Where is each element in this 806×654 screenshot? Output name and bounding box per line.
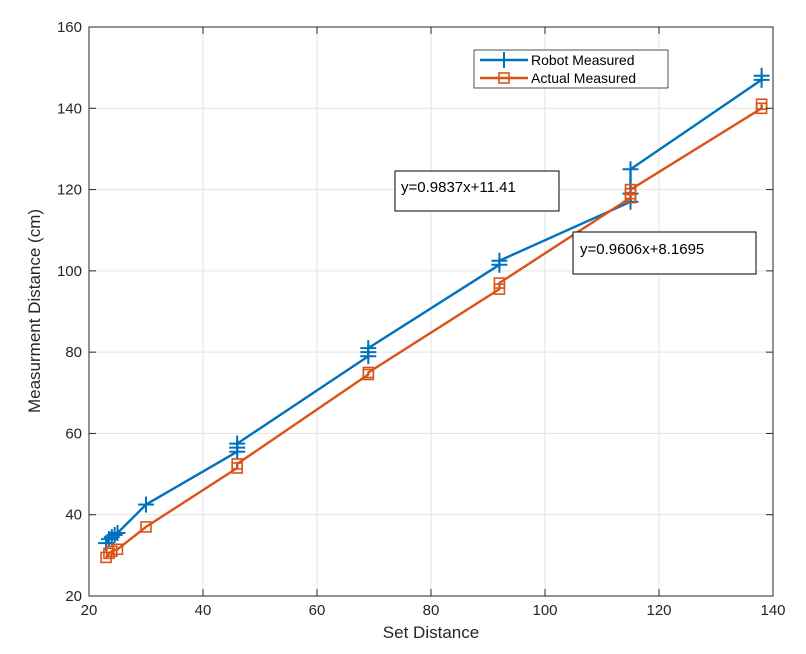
y-tick-label: 60 (65, 425, 82, 442)
legend-swatch-marker (498, 72, 510, 84)
y-tick-label: 100 (57, 263, 82, 280)
data-point (109, 525, 126, 542)
series-2 (100, 98, 768, 564)
data-point (231, 458, 243, 470)
legend-label: Actual Measured (531, 70, 636, 86)
data-point (622, 161, 639, 178)
data-point (138, 496, 154, 513)
y-tick-label: 160 (57, 19, 82, 36)
data-point (624, 183, 637, 196)
data-point (229, 435, 246, 452)
x-tick-label: 20 (81, 602, 98, 619)
data-point (493, 277, 506, 289)
legend-entry: Actual Measured (480, 70, 636, 86)
legend: Robot Measured Actual Measured (473, 49, 669, 89)
y-tick-label: 140 (57, 100, 82, 117)
x-tick-label: 80 (423, 602, 440, 619)
legend-label: Robot Measured (531, 52, 635, 68)
annotation-box (394, 170, 560, 212)
annotation-actual-fit: y=0.9606x+8.1695 (572, 231, 757, 275)
x-tick-label: 100 (532, 602, 557, 619)
tick-labels: 20 40 60 80 100 120 140 20 40 60 80 100 120 140 160 (57, 19, 786, 619)
y-tick-label: 120 (57, 182, 82, 199)
annotation-text: y=0.9606x+8.1695 (580, 241, 704, 258)
y-tick-label: 40 (65, 507, 82, 524)
data-point (111, 543, 124, 556)
x-tick-label: 60 (309, 602, 326, 619)
legend-swatch-marker (496, 52, 512, 68)
tick-marks (88, 26, 774, 597)
series-layer (98, 67, 770, 564)
data-point (362, 366, 375, 379)
y-axis-label: Measurment Distance (cm) (25, 209, 44, 413)
legend-entry: Robot Measured (480, 52, 635, 68)
x-tick-label: 140 (760, 602, 785, 619)
y-tick-label: 20 (65, 588, 82, 605)
data-point (491, 252, 508, 269)
data-point (140, 521, 152, 533)
x-tick-label: 120 (646, 602, 671, 619)
annotation-text: y=0.9837x+11.41 (401, 179, 516, 196)
y-tick-label: 80 (65, 344, 82, 361)
annotation-robot-fit: y=0.9837x+11.41 (394, 170, 560, 212)
legend-items: Robot Measured Actual Measured (480, 52, 636, 86)
data-point (755, 98, 768, 111)
x-axis-label: Set Distance (383, 623, 479, 642)
data-point (753, 67, 770, 84)
data-point (493, 283, 506, 295)
data-point (103, 547, 115, 560)
legend-box (473, 49, 669, 89)
annotation-box (572, 231, 757, 275)
data-point (360, 340, 377, 357)
data-point (106, 527, 123, 544)
x-tick-label: 40 (195, 602, 212, 619)
